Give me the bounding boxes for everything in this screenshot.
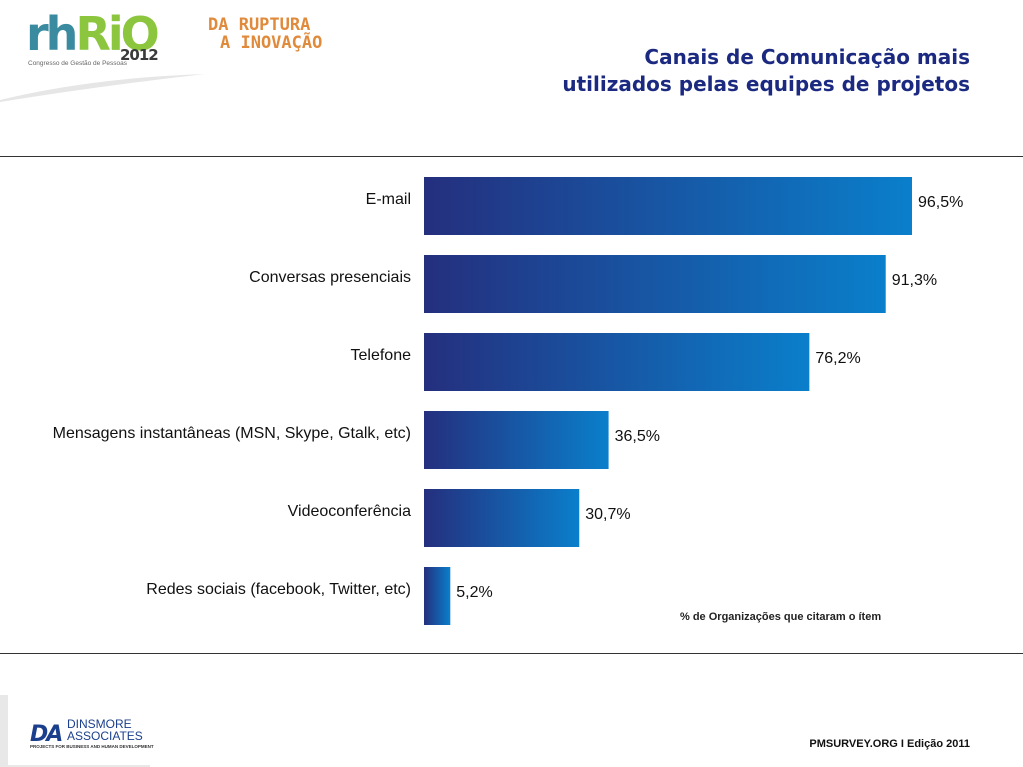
title-line1: Canais de Comunicação mais bbox=[644, 45, 970, 69]
value-label: 96,5% bbox=[918, 194, 963, 211]
bar-chart: E-mail 96,5% Conversas presenciais 91,3% Tel… bbox=[53, 177, 963, 625]
page-title: Canais de Comunicação mais utilizados pe… bbox=[562, 44, 970, 98]
category-label: Telefone bbox=[351, 347, 412, 364]
top-divider bbox=[0, 156, 1023, 157]
dinsmore-name: DINSMORE ASSOCIATES bbox=[67, 718, 143, 742]
title-line2: utilizados pelas equipes de projetos bbox=[562, 72, 970, 96]
bar bbox=[424, 489, 580, 547]
source-footer: PMSURVEY.ORG I Edição 2011 bbox=[809, 738, 970, 750]
dinsmore-mark: DA bbox=[30, 722, 63, 747]
category-label: Videoconferência bbox=[288, 503, 411, 520]
value-label: 30,7% bbox=[585, 506, 630, 523]
tagline-line2: A INOVAÇÃO bbox=[220, 33, 323, 53]
bar bbox=[424, 411, 609, 469]
category-label: Conversas presenciais bbox=[249, 269, 411, 286]
bar bbox=[424, 177, 913, 235]
x-axis-label: % de Organizações que citaram o ítem bbox=[680, 611, 882, 623]
logo-rh: rh bbox=[26, 7, 78, 61]
event-tagline: DA RUPTURA A INOVAÇÃO bbox=[208, 16, 322, 52]
bottom-divider bbox=[0, 653, 1023, 654]
dinsmore-name-line2: ASSOCIATES bbox=[67, 729, 143, 743]
logo-swoosh bbox=[0, 74, 205, 102]
bar bbox=[424, 255, 886, 313]
logo-subtitle: Congresso de Gestão de Pessoas bbox=[28, 60, 128, 67]
category-label: Redes sociais (facebook, Twitter, etc) bbox=[146, 581, 411, 598]
bar bbox=[424, 567, 451, 625]
tagline-line1: DA RUPTURA bbox=[208, 15, 311, 35]
logo-year: 2012 bbox=[120, 46, 159, 64]
value-label: 91,3% bbox=[892, 272, 937, 289]
logo-rio: RiO bbox=[75, 7, 159, 61]
value-label: 36,5% bbox=[615, 428, 660, 445]
bar bbox=[424, 333, 810, 391]
rhrio-logo: rhRiO 2012 Congresso de Gestão de Pessoa… bbox=[22, 7, 182, 72]
value-label: 5,2% bbox=[456, 584, 492, 601]
value-label: 76,2% bbox=[815, 350, 860, 367]
dinsmore-tagline: PROJECTS FOR BUSINESS AND HUMAN DEVELOPM… bbox=[30, 744, 154, 749]
category-label: Mensagens instantâneas (MSN, Skype, Gtal… bbox=[53, 425, 411, 442]
category-label: E-mail bbox=[366, 191, 411, 208]
rhrio-logo-text: rhRiO bbox=[26, 7, 160, 61]
dinsmore-name-line1: DINSMORE bbox=[67, 717, 132, 731]
